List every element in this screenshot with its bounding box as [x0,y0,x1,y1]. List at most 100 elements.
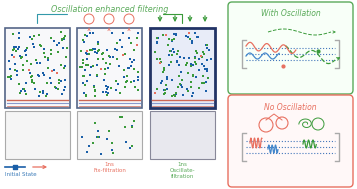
Point [36,74,41,77]
Point [58,80,64,83]
Point [202,67,207,70]
Point [179,86,185,89]
Point [17,55,22,58]
Point [35,73,41,76]
Point [154,57,160,60]
Point [200,81,205,84]
Point [61,37,67,40]
Point [96,50,101,53]
Point [109,142,115,145]
Point [81,41,87,44]
Point [132,85,138,88]
Point [104,93,110,96]
Point [95,43,101,46]
Point [7,67,13,70]
Point [24,60,30,63]
Point [203,43,209,46]
Point [59,38,65,41]
Point [175,49,181,52]
Point [203,81,209,84]
Point [5,76,11,79]
Point [31,42,36,45]
Point [99,53,105,56]
Point [103,84,109,87]
Point [84,34,89,37]
Point [170,54,175,57]
Point [188,63,194,66]
Point [157,57,163,60]
Point [280,64,286,67]
FancyBboxPatch shape [228,95,353,187]
Point [176,63,181,66]
Point [199,62,205,65]
Point [122,85,127,88]
Point [114,88,119,91]
Point [82,34,88,37]
Point [92,51,97,54]
Point [54,43,60,46]
Point [80,81,86,84]
Point [90,65,96,68]
FancyBboxPatch shape [228,2,353,94]
Point [11,56,17,59]
Point [11,46,17,49]
Point [37,90,43,93]
Point [94,63,100,66]
Point [16,83,21,86]
Point [100,90,106,93]
Point [92,121,98,124]
Point [132,80,137,83]
Point [45,57,50,60]
Bar [5,28,70,108]
Point [158,61,164,64]
Point [12,69,17,72]
Point [169,38,175,41]
Text: Initial State: Initial State [5,173,37,177]
Point [189,42,195,45]
Point [162,91,168,94]
Point [22,49,28,52]
Point [10,48,15,51]
Point [12,166,18,169]
Point [95,130,101,133]
Bar [150,28,215,108]
Point [203,90,209,93]
Point [131,48,136,51]
Point [198,55,204,58]
Point [16,31,21,34]
Point [121,68,127,71]
Point [157,61,162,64]
Point [107,63,113,66]
Point [21,88,27,91]
Point [186,32,192,35]
Point [160,70,166,73]
Point [81,59,86,62]
Point [90,141,96,144]
Point [14,70,20,73]
Point [86,145,92,148]
Point [189,39,195,42]
Point [155,37,161,40]
Point [42,55,48,58]
Point [6,60,12,63]
Point [105,85,111,88]
Point [184,61,190,64]
Point [163,33,169,36]
Point [154,42,160,45]
Point [7,76,12,79]
Point [97,135,102,138]
Point [171,94,176,97]
Point [125,80,130,83]
Point [126,36,132,40]
Point [126,67,132,70]
Point [23,93,29,96]
Point [33,58,39,61]
Point [200,74,205,77]
Text: 1ns
Fix-filtration: 1ns Fix-filtration [93,162,126,173]
Point [186,57,192,60]
Point [120,53,126,56]
Point [102,72,108,75]
Point [128,41,134,44]
Point [43,94,49,97]
Point [62,79,68,82]
